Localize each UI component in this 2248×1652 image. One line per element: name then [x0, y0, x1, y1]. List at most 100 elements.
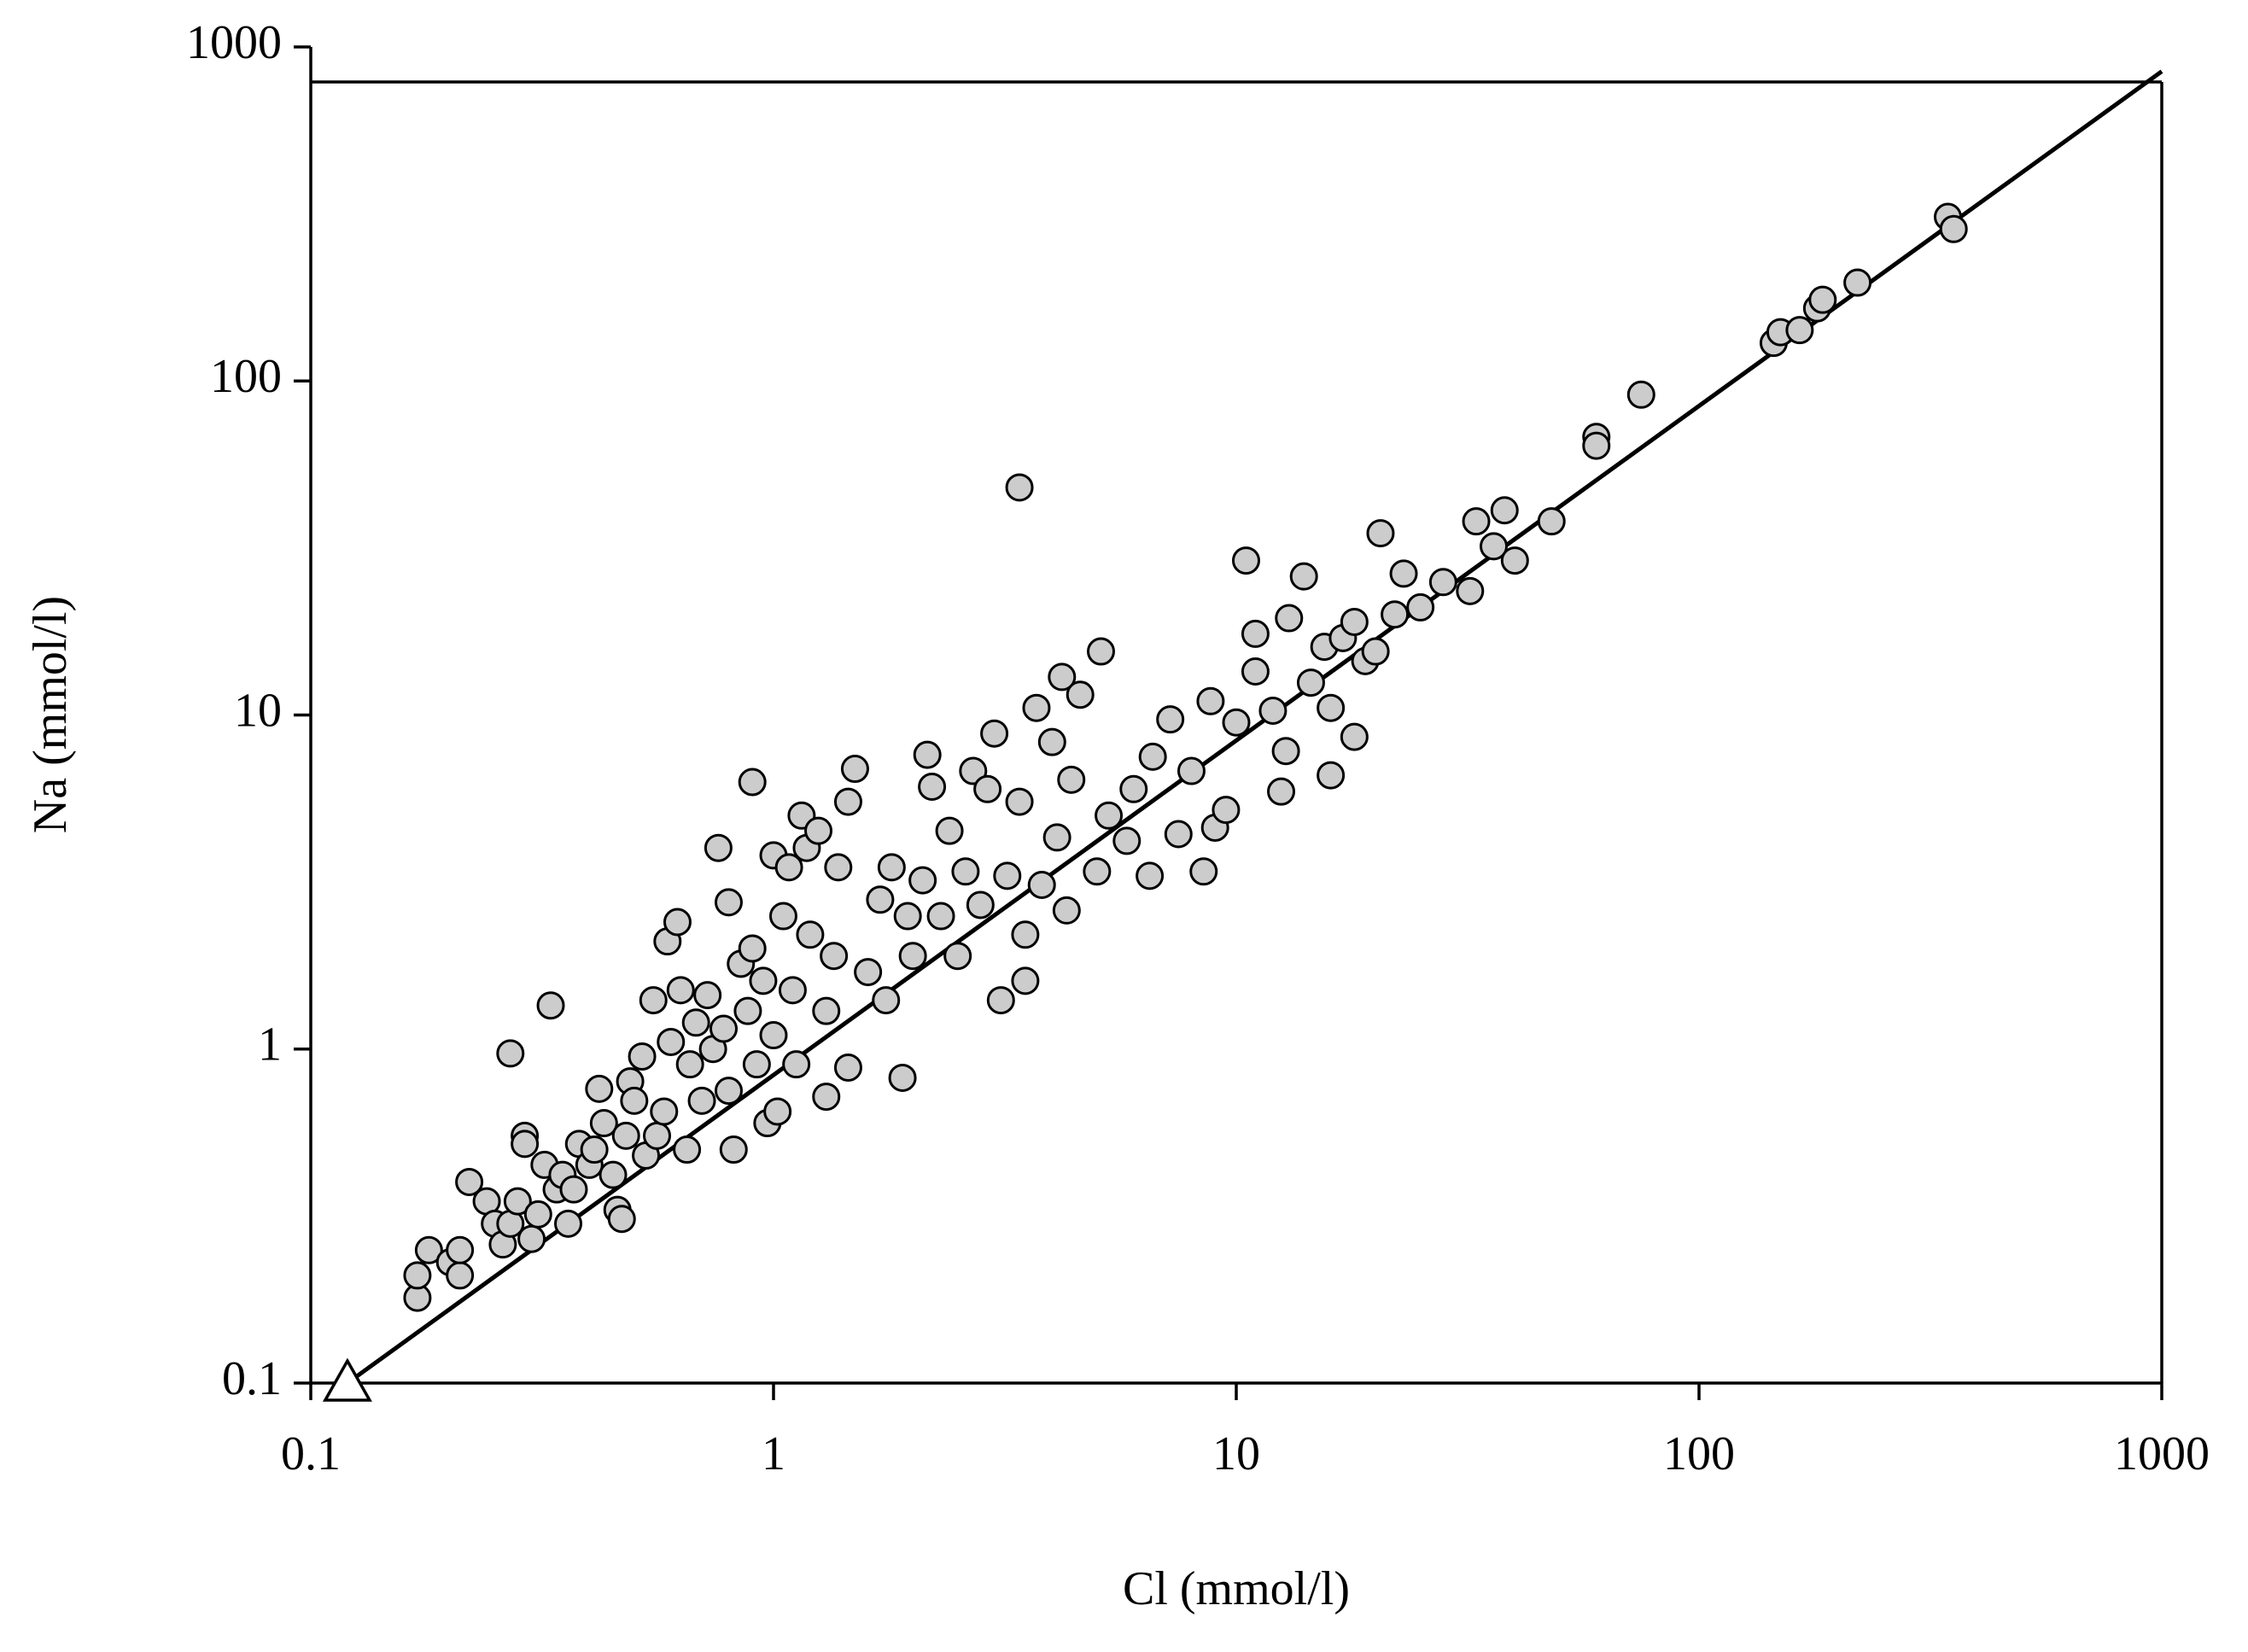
data-point: [1027, 871, 1056, 900]
data-point: [1066, 680, 1095, 709]
data-point: [589, 1109, 618, 1138]
data-point: [749, 966, 778, 995]
data-point: [1275, 604, 1304, 633]
data-point: [1112, 826, 1142, 855]
data-point: [714, 1077, 743, 1106]
data-point: [1222, 708, 1251, 737]
data-point: [824, 853, 853, 882]
data-point: [628, 1042, 657, 1071]
data-point: [840, 755, 869, 784]
data-point: [1389, 559, 1418, 588]
data-point: [833, 1053, 862, 1082]
data-point: [1022, 693, 1051, 722]
data-point: [1582, 431, 1611, 460]
y-tick-label: 100: [210, 350, 282, 403]
data-point: [877, 853, 906, 882]
data-point: [1138, 742, 1167, 771]
data-point: [733, 996, 762, 1025]
data-point: [1052, 896, 1081, 925]
data-point: [650, 1097, 679, 1126]
data-point: [1267, 777, 1296, 806]
x-tick-label: 10: [1212, 1427, 1260, 1480]
data-point: [536, 991, 565, 1020]
data-point: [738, 934, 767, 963]
data-point: [1005, 787, 1034, 816]
data-point: [759, 1021, 788, 1050]
data-point: [1537, 507, 1566, 536]
data-point: [812, 1083, 841, 1112]
data-point: [973, 774, 1002, 803]
data-point: [1231, 546, 1260, 575]
data-point: [898, 942, 927, 971]
x-tick-label: 1000: [2114, 1427, 2210, 1480]
data-point: [709, 1014, 739, 1043]
data-point: [455, 1167, 484, 1196]
data-point: [1136, 861, 1165, 890]
data-point: [908, 866, 937, 895]
data-point: [607, 1205, 636, 1234]
data-point: [639, 986, 668, 1015]
data-point: [1119, 774, 1148, 803]
data-point: [1037, 727, 1066, 756]
data-point: [1317, 761, 1346, 790]
data-point: [1011, 920, 1040, 949]
data-point: [719, 1135, 748, 1165]
data-point: [993, 861, 1022, 890]
data-point: [1156, 705, 1185, 734]
data-point: [523, 1200, 552, 1229]
data-point: [585, 1074, 614, 1103]
data-point: [666, 976, 695, 1005]
data-point: [1340, 722, 1369, 751]
data-point: [657, 1027, 686, 1056]
data-point: [1164, 820, 1193, 849]
data-point: [517, 1224, 546, 1253]
data-point: [1626, 380, 1655, 409]
x-tick-label: 0.1: [281, 1427, 341, 1480]
data-point: [403, 1261, 432, 1290]
data-point: [1196, 686, 1225, 715]
data-point: [796, 920, 825, 949]
y-tick-label: 1000: [186, 16, 282, 69]
data-point: [446, 1261, 475, 1290]
data-point: [1241, 657, 1270, 686]
data-point: [1366, 519, 1395, 548]
data-point: [768, 902, 797, 931]
data-point: [1381, 600, 1410, 629]
data-point: [774, 853, 803, 882]
y-axis-label: Na (mmol/l): [24, 596, 77, 833]
data-point: [935, 816, 964, 845]
data-point: [1480, 532, 1509, 561]
data-point: [446, 1235, 475, 1264]
data-point: [1177, 756, 1206, 785]
data-point: [782, 1050, 811, 1079]
x-axis-label: Cl (mmol/l): [1123, 1562, 1350, 1615]
data-point: [580, 1135, 609, 1165]
data-point: [673, 1135, 702, 1165]
y-tick-label: 10: [234, 684, 282, 737]
data-point: [511, 1130, 540, 1159]
data-point: [1042, 823, 1071, 852]
data-point: [559, 1175, 588, 1204]
data-point: [888, 1063, 917, 1092]
data-point: [693, 981, 722, 1010]
data-point: [926, 902, 955, 931]
data-point: [704, 833, 733, 862]
data-point: [1011, 966, 1040, 995]
data-point: [1939, 214, 1968, 243]
data-point: [893, 902, 922, 931]
y-tick-label: 1: [258, 1019, 282, 1071]
data-point: [1189, 857, 1218, 886]
data-point: [1241, 619, 1270, 648]
x-tick-label: 1: [762, 1427, 785, 1480]
reference-marker: [322, 1357, 372, 1402]
data-point: [951, 857, 980, 886]
data-point: [1289, 562, 1318, 591]
data-point: [1490, 496, 1519, 525]
data-point: [554, 1209, 583, 1238]
data-point: [663, 908, 692, 937]
data-point: [738, 768, 767, 797]
data-point: [1317, 693, 1346, 722]
data-point: [1843, 268, 1872, 297]
